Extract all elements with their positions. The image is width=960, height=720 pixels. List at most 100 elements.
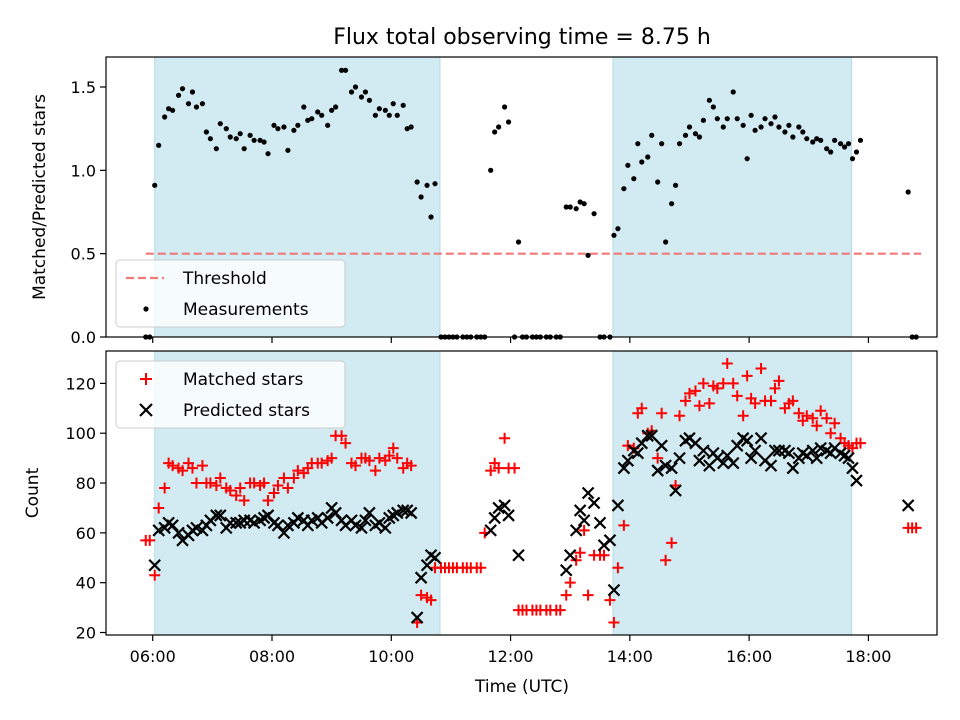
matched-stars-point	[509, 462, 521, 474]
measurement-point	[706, 97, 712, 103]
x-tick-label: 12:00	[488, 647, 534, 666]
measurement-point	[386, 112, 392, 118]
predicted-stars-point	[782, 446, 796, 460]
measurement-point	[156, 142, 162, 148]
matched-stars-point	[711, 382, 723, 394]
matched-stars-point	[717, 377, 729, 389]
predicted-stars-point	[665, 461, 678, 475]
matched-stars-point	[248, 477, 260, 489]
measurement-point	[752, 127, 758, 133]
measurement-point	[563, 204, 569, 210]
measurement-point	[414, 179, 420, 185]
predicted-stars-point	[744, 451, 758, 465]
matched-stars-point	[153, 502, 165, 514]
predicted-stars-point	[396, 504, 410, 517]
matched-stars-point	[278, 472, 290, 484]
predicted-stars-point	[355, 521, 368, 535]
measurement-point	[257, 137, 263, 143]
measurement-point	[223, 126, 229, 132]
x-axis-label: Time (UTC)	[474, 677, 569, 697]
matched-stars-point	[749, 397, 761, 409]
x-tick-label: 08:00	[249, 647, 295, 666]
matched-stars-point	[373, 452, 385, 464]
measurement-point	[625, 162, 631, 168]
measurement-point	[271, 122, 277, 128]
measurement-point	[275, 126, 281, 132]
matched-stars-point	[608, 617, 620, 629]
matched-stars-point	[815, 405, 827, 417]
predicted-stars-point	[363, 506, 376, 520]
measurement-point	[179, 86, 186, 92]
chart-title: Flux total observing time = 8.75 h	[333, 25, 711, 50]
measurement-point	[837, 141, 844, 147]
measurement-point	[348, 89, 355, 95]
matched-stars-point	[821, 412, 833, 424]
predicted-stars-point	[172, 526, 185, 540]
bottom-y-axis-label: Count	[23, 467, 43, 518]
measurement-point	[227, 134, 233, 140]
top-legend: Threshold Measurements	[115, 259, 346, 328]
measurement-point	[734, 116, 740, 122]
measurement-point	[832, 137, 838, 143]
measurement-point	[577, 199, 583, 205]
matched-stars-point	[144, 534, 156, 546]
measurement-point	[567, 204, 573, 210]
bottom-y-tick-label: 100	[65, 424, 96, 443]
measurement-point	[804, 136, 810, 142]
measurement-point	[740, 122, 746, 128]
matched-stars-point	[493, 462, 505, 474]
measurement-point	[265, 151, 271, 157]
predicted-stars-point	[581, 486, 595, 500]
bottom-y-tick-label: 40	[76, 574, 96, 593]
bottom-series-0	[140, 357, 922, 629]
measurement-point	[342, 67, 349, 73]
measurement-point	[329, 107, 335, 113]
top-panel: 0.0 0.5 1.0 1.5 Threshold Measurements	[71, 56, 938, 347]
predicted-stars-point	[768, 444, 782, 457]
predicted-stars-point	[607, 583, 621, 597]
measurement-point	[631, 176, 637, 182]
matched-stars-point	[387, 442, 399, 454]
measurement-point	[663, 239, 669, 245]
matched-stars-point	[234, 482, 246, 494]
predicted-stars-point	[611, 499, 625, 512]
measurement-point	[424, 182, 430, 188]
matched-stars-point	[383, 450, 395, 462]
matched-stars-point	[224, 485, 236, 497]
measurement-point	[333, 104, 339, 110]
predicted-stars-point	[740, 434, 754, 447]
matched-stars-point	[854, 437, 866, 449]
measurement-point	[241, 146, 247, 152]
predicted-stars-point	[498, 499, 511, 512]
measurement-point	[404, 126, 410, 132]
measurement-point	[505, 119, 512, 125]
measurement-point	[251, 137, 257, 143]
predicted-stars-point	[655, 439, 668, 452]
measurement-point	[152, 182, 158, 188]
measurement-point	[488, 167, 494, 173]
measurement-point	[810, 139, 816, 145]
bottom-series-1	[148, 429, 915, 624]
matched-stars-point	[604, 594, 616, 606]
matched-stars-point	[282, 482, 294, 494]
x-tick-label: 14:00	[607, 647, 653, 666]
matched-stars-point	[769, 382, 781, 394]
predicted-stars-point	[502, 509, 515, 522]
matched-stars-point	[825, 427, 837, 439]
measurement-point	[193, 104, 200, 110]
bottom-legend: Matched stars Predicted stars	[115, 360, 346, 429]
predicted-stars-point	[577, 514, 591, 527]
measurement-point	[730, 89, 736, 95]
measurement-point	[394, 112, 400, 118]
predicted-stars-point	[810, 451, 824, 465]
top-y-tick-label: 0.0	[71, 328, 96, 347]
measurement-point	[849, 156, 856, 162]
matched-stars-point	[578, 524, 590, 536]
predicted-stars-point	[573, 504, 587, 517]
bottom-observing-band-1	[612, 350, 853, 636]
predicted-stars-point	[850, 474, 863, 487]
measurement-point	[724, 116, 730, 122]
measurement-point	[762, 116, 768, 122]
matched-stars-point	[214, 472, 226, 484]
matched-stars-point	[765, 395, 777, 407]
